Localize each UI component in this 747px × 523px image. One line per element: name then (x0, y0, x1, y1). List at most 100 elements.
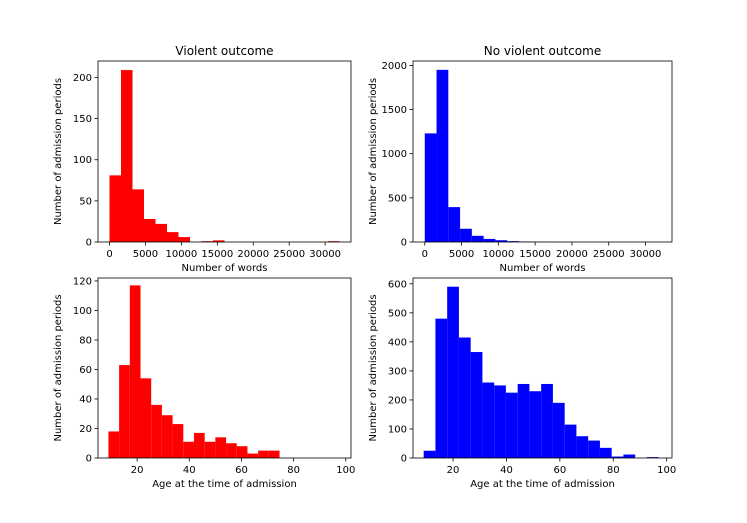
histogram-bar (328, 241, 340, 242)
y-tick-label: 500 (388, 193, 407, 204)
y-axis-label: Number of admission periods (368, 78, 379, 225)
plot-frame (412, 277, 673, 459)
histogram-bar (161, 415, 173, 458)
histogram-bar (144, 218, 156, 242)
histogram-bar (471, 235, 484, 242)
x-tick-label: 60 (553, 465, 566, 476)
histogram-bar (599, 447, 612, 458)
histogram-bar (588, 440, 600, 458)
x-tick-label: 20000 (556, 249, 588, 260)
x-tick-label: 15000 (201, 249, 233, 260)
x-tick-label: 15000 (519, 249, 551, 260)
y-tick-label: 20 (79, 424, 92, 435)
panel-3: 20 40 60 80 100 0 20 40 60 80 100 120 Age at the tim… (53, 276, 355, 490)
panel-title: Violent outcome (175, 44, 273, 58)
histogram-bar (482, 382, 495, 458)
histogram-bar (507, 241, 519, 242)
histogram-bar (552, 402, 565, 458)
histogram-bar (132, 189, 144, 242)
y-tick-label: 200 (388, 395, 407, 406)
y-tick-label: 150 (73, 114, 92, 125)
y-axis-label: Number of admission periods (53, 78, 64, 225)
x-tick-label: 10000 (482, 249, 514, 260)
x-tick-label: 30000 (630, 249, 662, 260)
y-tick-label: 50 (79, 196, 92, 207)
x-tick-label: 20 (131, 465, 144, 476)
y-tick-label: 100 (73, 155, 92, 166)
x-tick-label: 30000 (309, 249, 341, 260)
histogram-bar (213, 240, 225, 242)
histogram-bar (226, 443, 237, 458)
histogram-bar (435, 318, 448, 458)
histogram-bar (505, 392, 518, 458)
histogram-bar (108, 431, 120, 458)
x-tick-label: 80 (287, 465, 300, 476)
histogram-bar (541, 383, 553, 458)
histogram-bar (576, 436, 589, 458)
histogram-bar (268, 450, 280, 458)
panel-1: 0 5000 10000 15000 20000 25000 30000 0 50 100 150 2… (53, 44, 352, 274)
histogram-bar (204, 441, 216, 458)
x-tick-label: 80 (607, 465, 620, 476)
y-tick-label: 0 (401, 238, 407, 249)
histogram-bar (247, 453, 259, 458)
histogram-bar (151, 404, 162, 458)
y-tick-label: 100 (73, 306, 92, 317)
histogram-bar (121, 70, 133, 242)
histogram-bar (564, 424, 577, 458)
y-tick-label: 80 (79, 335, 92, 346)
histogram-bar (646, 457, 659, 458)
x-tick-label: 20000 (237, 249, 269, 260)
histogram-bar (611, 456, 624, 458)
histogram-bar (424, 133, 437, 242)
histogram-bar (529, 391, 542, 458)
x-tick-label: 25000 (593, 249, 625, 260)
x-tick-label: 5000 (133, 249, 158, 260)
histogram-bar (495, 240, 508, 242)
histogram-bar (258, 450, 269, 458)
y-tick-label: 1500 (382, 105, 407, 116)
y-tick-label: 60 (79, 365, 92, 376)
x-axis-label: Age at the time of admission (470, 479, 615, 490)
histogram-bar (423, 450, 436, 458)
histogram-bar (436, 69, 449, 242)
histogram-bar (140, 378, 152, 458)
panel-title: No violent outcome (484, 44, 601, 58)
x-tick-label: 40 (500, 465, 513, 476)
y-tick-label: 100 (388, 424, 407, 435)
y-axis-label: Number of admission periods (368, 294, 379, 441)
histogram-bar (447, 286, 459, 458)
histogram-bar (172, 424, 184, 458)
plot-frame (97, 277, 352, 459)
y-tick-label: 400 (388, 337, 407, 348)
x-axis-label: Number of words (182, 263, 268, 274)
histogram-bar (458, 337, 471, 458)
y-tick-label: 40 (79, 394, 92, 405)
histogram-bar (155, 223, 167, 242)
histogram-bar (460, 228, 472, 242)
panel-4: 20 40 60 80 100 0 100 200 300 400 500 600 Age at the… (368, 277, 676, 490)
y-tick-label: 200 (73, 73, 92, 84)
y-axis-label: Number of admission periods (53, 294, 64, 441)
x-tick-label: 20 (447, 465, 460, 476)
histogram-bar (109, 175, 121, 242)
histogram-bar (483, 238, 496, 242)
histogram-bar (448, 207, 461, 242)
y-tick-label: 600 (388, 279, 407, 290)
histogram-bar (494, 385, 506, 458)
histogram-bar (167, 232, 179, 242)
x-tick-label: 100 (657, 465, 676, 476)
y-tick-label: 0 (86, 238, 92, 249)
x-tick-label: 5000 (449, 249, 474, 260)
histogram-bar (623, 454, 636, 458)
histogram-bar (517, 383, 530, 458)
x-tick-label: 100 (336, 465, 355, 476)
histogram-bar (201, 241, 213, 242)
histogram-bar (119, 365, 130, 458)
histogram-bar (470, 352, 483, 458)
plot-frame (97, 60, 352, 243)
x-tick-label: 0 (106, 249, 112, 260)
y-tick-label: 2000 (382, 61, 407, 72)
histogram-bar (215, 437, 227, 458)
